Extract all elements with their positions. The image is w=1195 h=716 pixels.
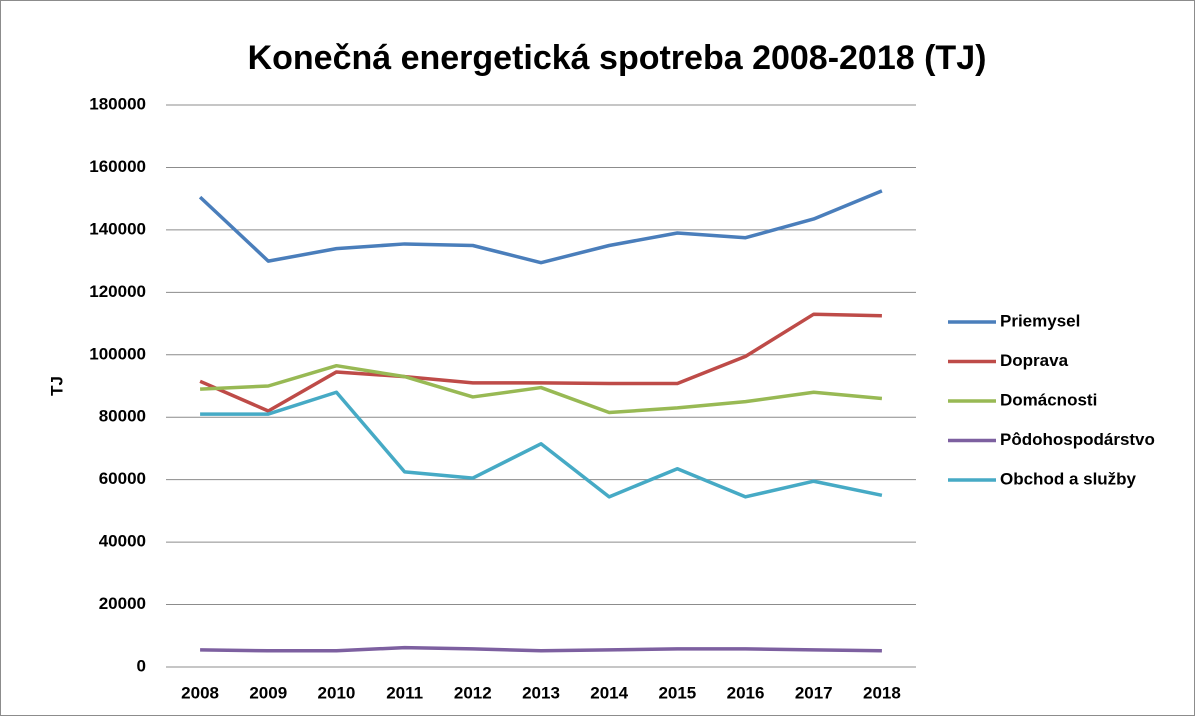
y-tick-label: 160000 (89, 157, 146, 176)
x-tick-label: 2010 (318, 683, 356, 702)
y-tick-label: 100000 (89, 344, 146, 363)
y-axis-label: TJ (47, 376, 66, 396)
x-tick-label: 2015 (658, 683, 696, 702)
series-line (200, 645, 882, 653)
series-line (199, 312, 882, 413)
x-tick-label: 2014 (590, 683, 628, 702)
x-tick-label: 2008 (181, 683, 219, 702)
x-tick-label: 2016 (727, 683, 765, 702)
x-tick-label: 2013 (522, 683, 560, 702)
chart-title: Konečná energetická spotreba 2008-2018 (… (248, 39, 987, 77)
legend-label: Priemysel (1000, 311, 1080, 330)
series-line (198, 189, 883, 265)
y-tick-label: 80000 (99, 407, 146, 426)
y-tick-label: 180000 (89, 94, 146, 113)
y-tick-label: 60000 (99, 469, 146, 488)
y-tick-label: 0 (137, 656, 146, 675)
y-tick-label: 140000 (89, 219, 146, 238)
x-tick-label: 2012 (454, 683, 492, 702)
y-tick-label: 120000 (89, 282, 146, 301)
legend-label: Obchod a služby (1000, 469, 1137, 488)
legend-label: Doprava (1000, 351, 1069, 370)
x-tick-label: 2017 (795, 683, 833, 702)
series-line (200, 363, 883, 415)
legend-label: Pôdohospodárstvo (1000, 430, 1155, 449)
series-line (200, 390, 883, 499)
x-tick-label: 2011 (386, 683, 423, 702)
x-tick-label: 2018 (863, 683, 901, 702)
legend-label: Domácnosti (1000, 390, 1097, 409)
y-tick-label: 40000 (99, 532, 146, 551)
y-tick-label: 20000 (99, 594, 146, 613)
x-tick-label: 2009 (249, 683, 287, 702)
